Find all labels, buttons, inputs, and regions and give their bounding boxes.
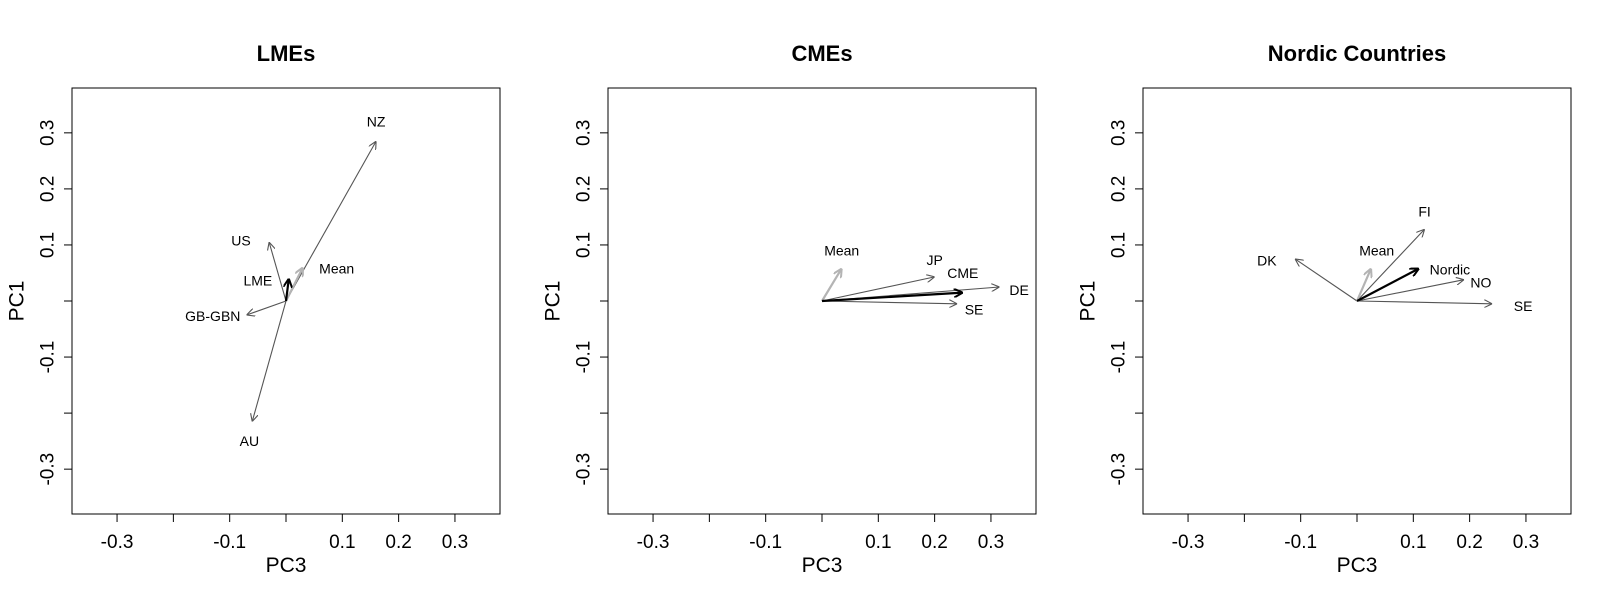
y-axis-title: PC1 (542, 281, 565, 322)
y-tick-label: 0.2 (1109, 176, 1130, 202)
x-tick-label: 0.2 (921, 532, 947, 553)
y-tick-label: 0.1 (1109, 232, 1130, 258)
vector-label: LME (243, 272, 272, 288)
y-tick-label: -0.3 (574, 453, 595, 486)
vector-fi (1356, 229, 1425, 302)
vector-label: AU (240, 433, 259, 449)
x-axis-title: PC3 (1337, 554, 1378, 577)
vector-label: SE (1514, 298, 1533, 314)
x-axis-title: PC3 (266, 554, 307, 577)
x-tick-label: 0.3 (1513, 532, 1539, 553)
vector-no (1356, 280, 1464, 302)
x-axis-title: PC3 (802, 554, 843, 577)
vector-cme (821, 293, 963, 303)
y-axis-title: PC1 (1077, 281, 1100, 322)
vector-label: CME (947, 265, 978, 281)
panel-3: Nordic Countries -0.3 -0.1 0.1 0.2 0.3 -0.3 -0.… (1077, 41, 1572, 577)
x-tick-label: -0.1 (749, 532, 782, 553)
vector-label: US (231, 232, 250, 248)
vector-nz (285, 141, 376, 302)
y-tick-label: -0.3 (38, 453, 59, 486)
x-tick-label: -0.3 (101, 532, 134, 553)
vector-lme (286, 279, 289, 302)
vector-label: NZ (367, 114, 386, 130)
y-tick-label: -0.3 (1109, 453, 1130, 486)
x-tick-label: -0.1 (1284, 532, 1317, 553)
y-tick-label: 0.1 (574, 232, 595, 258)
vector-label: DK (1257, 253, 1277, 269)
vector-label: DE (1009, 282, 1028, 298)
x-tick-label: 0.2 (385, 532, 411, 553)
y-tick-label: 0.1 (38, 232, 59, 258)
vector-us (269, 242, 287, 302)
vector-label: JP (926, 252, 942, 268)
vector-label: FI (1418, 203, 1430, 219)
panel-1: LMEs -0.3 -0.1 0.1 0.2 0.3 -0.3 -0.1 0.1 0.2 0.3 PC… (6, 41, 501, 577)
vector-se (821, 301, 957, 304)
vector-label: Nordic (1430, 262, 1470, 278)
x-tick-label: 0.1 (865, 532, 891, 553)
x-tick-label: -0.1 (213, 532, 246, 553)
vector-mean (1355, 268, 1371, 302)
vector-label: NO (1470, 275, 1491, 291)
y-axis-title: PC1 (6, 281, 29, 322)
vector-label: GB-GBN (185, 308, 240, 324)
vector-label: SE (965, 301, 984, 317)
y-tick-label: -0.1 (1109, 341, 1130, 374)
y-tick-label: -0.1 (574, 341, 595, 374)
vector-label: Mean (824, 243, 859, 259)
x-tick-label: 0.1 (329, 532, 355, 553)
vector-gb-gbn (247, 300, 287, 315)
panel-title: CMEs (791, 41, 852, 66)
vector-label: Mean (1359, 243, 1394, 259)
y-tick-label: 0.2 (38, 176, 59, 202)
vector-au (252, 300, 287, 422)
y-tick-label: 0.3 (1109, 120, 1130, 146)
x-tick-label: 0.3 (442, 532, 468, 553)
y-tick-label: 0.3 (574, 120, 595, 146)
y-tick-label: 0.2 (574, 176, 595, 202)
x-tick-label: 0.2 (1456, 532, 1482, 553)
panel-title: Nordic Countries (1268, 41, 1446, 66)
x-tick-label: 0.1 (1400, 532, 1426, 553)
vector-se (1356, 301, 1492, 304)
x-tick-label: -0.3 (1172, 532, 1205, 553)
y-tick-label: 0.3 (38, 120, 59, 146)
x-tick-label: -0.3 (637, 532, 670, 553)
y-tick-label: -0.1 (38, 341, 59, 374)
vector-mean (821, 268, 842, 302)
x-tick-label: 0.3 (978, 532, 1004, 553)
vector-mean (285, 267, 303, 302)
panel-2: CMEs -0.3 -0.1 0.1 0.2 0.3 -0.3 -0.1 0.1 0.2 0.3 PC… (542, 41, 1037, 577)
vector-dk (1295, 259, 1358, 302)
vector-nordic (1356, 268, 1419, 302)
vector-jp (821, 277, 935, 302)
panel-title: LMEs (257, 41, 316, 66)
vector-label: Mean (319, 260, 354, 276)
